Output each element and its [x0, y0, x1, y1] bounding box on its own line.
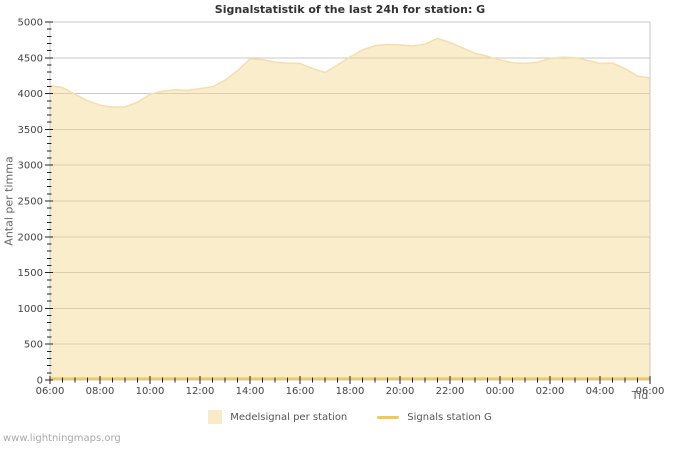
y-tick-label: 4000 — [18, 89, 43, 100]
x-tick-label: 02:00 — [536, 386, 565, 397]
x-tick-label: 08:00 — [86, 386, 115, 397]
y-axis-title: Antal per timma — [2, 156, 16, 246]
area-series-medelsignal — [50, 38, 650, 381]
x-tick-label: 14:00 — [236, 386, 265, 397]
y-tick-label: 0 — [37, 376, 43, 387]
x-tick-label: 22:00 — [436, 386, 465, 397]
area-swatch-icon — [208, 410, 223, 424]
x-tick-label: 00:00 — [486, 386, 515, 397]
y-tick-label: 3000 — [18, 161, 43, 172]
legend-item-signals-g: Signals station G — [377, 411, 492, 423]
legend-label: Medelsignal per station — [230, 411, 348, 423]
y-tick-label: 1000 — [18, 304, 43, 315]
chart-title: Signalstatistik of the last 24h for stat… — [214, 3, 486, 16]
x-tick-label: 12:00 — [186, 386, 215, 397]
y-tick-label: 2500 — [18, 197, 43, 208]
line-swatch-icon — [377, 415, 400, 419]
x-axis-title: Tid — [631, 389, 649, 402]
y-tick-label: 1500 — [18, 268, 43, 279]
watermark: www.lightningmaps.org — [3, 433, 121, 444]
legend-label: Signals station G — [407, 411, 492, 423]
x-tick-label: 20:00 — [386, 386, 415, 397]
chart-legend: Medelsignal per station Signals station … — [0, 408, 700, 426]
y-tick-label: 500 — [24, 340, 43, 351]
y-tick-label: 5000 — [18, 18, 43, 29]
y-tick-label: 3500 — [18, 125, 43, 136]
y-tick-label: 2000 — [18, 232, 43, 243]
area-series-edge — [49, 37, 651, 108]
x-tick-label: 06:00 — [636, 386, 665, 397]
x-tick-label: 18:00 — [336, 386, 365, 397]
x-tick-label: 06:00 — [36, 386, 65, 397]
legend-item-medelsignal: Medelsignal per station — [208, 410, 347, 424]
x-tick-label: 16:00 — [286, 386, 315, 397]
y-tick-label: 4500 — [18, 53, 43, 64]
x-tick-label: 04:00 — [586, 386, 615, 397]
x-tick-label: 10:00 — [136, 386, 165, 397]
